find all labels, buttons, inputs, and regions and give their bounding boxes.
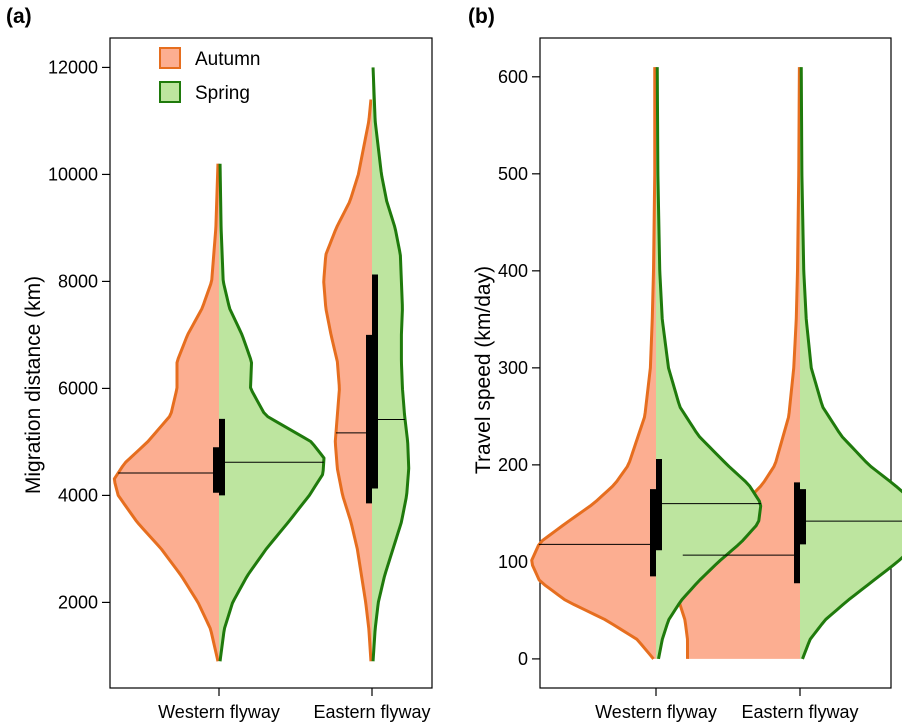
legend-swatch-spring (159, 81, 181, 103)
y-tick-label: 400 (498, 261, 528, 281)
y-tick-label: 8000 (58, 271, 98, 291)
panel-b-travel-speed: (b) Travel speed (km/day) 0 100 200 300 400 5… (468, 5, 902, 722)
violin-half-autumn-outline (322, 99, 373, 662)
y-tick-label: 10000 (48, 164, 98, 184)
violin-half-spring-fill (372, 67, 409, 662)
y-tick-label: 600 (498, 67, 528, 87)
y-tick-label: 12000 (48, 57, 98, 77)
panel-b-plot-frame (539, 37, 892, 689)
panel-a-x-ticks: Western flyway Eastern flyway (158, 688, 431, 722)
violin-half-autumn-fill (323, 99, 372, 662)
legend-label-spring: Spring (195, 83, 250, 104)
panel-a-plot-frame (109, 37, 433, 689)
violin-half-spring-fill (219, 163, 324, 662)
y-tick-label: 0 (518, 649, 528, 669)
y-tick-label: 300 (498, 358, 528, 378)
panel-b-violins (530, 67, 902, 660)
panel-a-migration-distance: (a) Migration distance (km) 2000 4000 6000… (6, 5, 433, 722)
violin-half-spring-outline (218, 163, 326, 662)
violin-half-spring-fill (800, 67, 902, 659)
violin-half-spring-fill (656, 67, 761, 659)
panel-a-violins (112, 67, 411, 662)
panel-a-y-axis-title: Migration distance (km) (22, 276, 45, 494)
y-tick-label: 200 (498, 455, 528, 475)
violin-half-spring-outline (371, 67, 411, 662)
legend: Autumn Spring (159, 47, 260, 104)
panel-a-label: (a) (6, 5, 32, 28)
violin-half-autumn-outline (530, 67, 657, 660)
x-tick-label: Eastern flyway (741, 702, 858, 722)
y-tick-label: 100 (498, 552, 528, 572)
violin-half-autumn-fill (675, 67, 800, 659)
panel-a-y-ticks: 2000 4000 6000 8000 10000 12000 (48, 57, 110, 612)
legend-swatch-autumn (159, 47, 181, 69)
violin-half-autumn-fill (114, 163, 219, 662)
violin-half-autumn-fill (531, 67, 656, 659)
panel-b-y-axis-title: Travel speed (km/day) (472, 266, 495, 474)
x-tick-label: Western flyway (158, 702, 280, 722)
violin-half-spring-outline (655, 67, 763, 660)
y-tick-label: 4000 (58, 485, 98, 505)
x-tick-label: Western flyway (595, 702, 717, 722)
x-tick-label: Eastern flyway (313, 702, 430, 722)
legend-label-autumn: Autumn (195, 49, 260, 70)
y-tick-label: 6000 (58, 378, 98, 398)
panel-b-y-ticks: 0 100 200 300 400 500 600 (498, 67, 540, 669)
panel-b-x-ticks: Western flyway Eastern flyway (595, 688, 859, 722)
panel-b-label: (b) (468, 5, 495, 28)
y-tick-label: 2000 (58, 592, 98, 612)
violin-half-autumn-outline (112, 163, 220, 662)
violin-half-spring-outline (799, 67, 902, 660)
y-tick-label: 500 (498, 164, 528, 184)
